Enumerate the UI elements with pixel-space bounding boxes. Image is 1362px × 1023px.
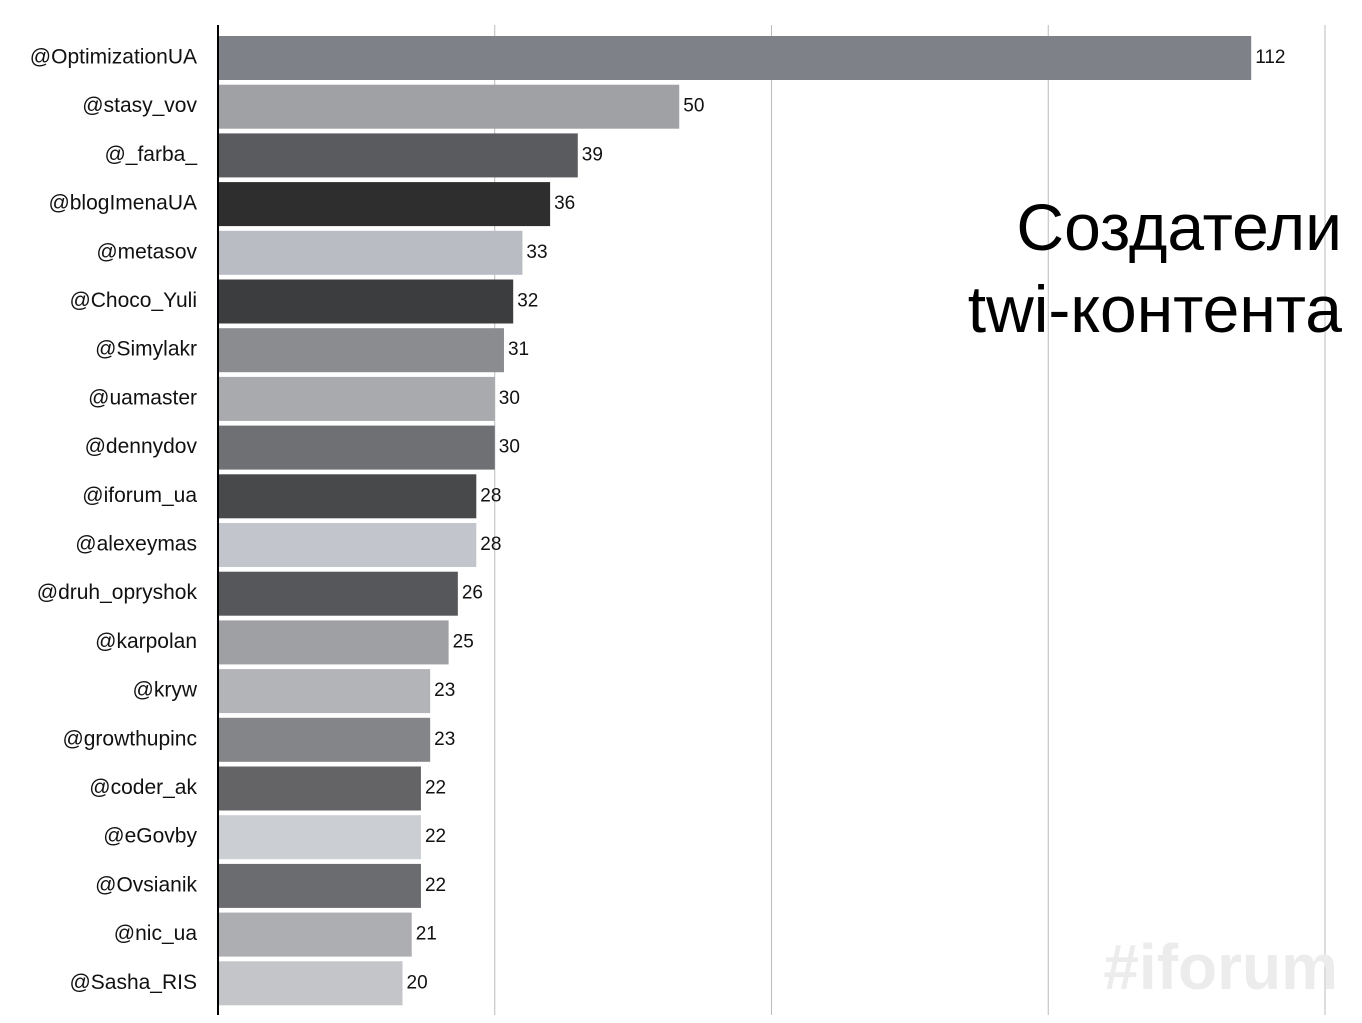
chart-title: Создатели twi-контента — [967, 190, 1342, 346]
bar — [218, 863, 421, 908]
value-label: 22 — [425, 875, 446, 896]
bar — [218, 36, 1252, 80]
y-tick-label: @uamaster — [88, 386, 197, 409]
bar — [218, 766, 421, 811]
bar — [218, 182, 551, 227]
y-tick-label: @nic_ua — [114, 922, 198, 945]
y-tick-label: @druh_opryshok — [37, 581, 198, 604]
y-tick-label: @eGovby — [103, 825, 197, 848]
value-label: 33 — [526, 242, 547, 263]
value-label: 36 — [554, 193, 575, 214]
value-label: 28 — [480, 534, 501, 555]
y-tick-label: @kryw — [133, 679, 198, 702]
bar — [218, 474, 477, 519]
value-label: 23 — [434, 729, 455, 750]
bar — [218, 133, 578, 178]
value-label: 25 — [453, 631, 474, 652]
bar — [218, 523, 477, 567]
y-tick-label: @OptimizationUA — [30, 46, 197, 69]
y-tick-label: @Ovsianik — [95, 873, 197, 896]
bar — [218, 425, 495, 470]
y-tick-label: @stasy_vov — [82, 94, 197, 117]
value-label: 22 — [425, 778, 446, 799]
y-tick-label: @alexeymas — [75, 533, 197, 556]
value-label: 31 — [508, 339, 529, 360]
y-tick-label: @blogImenaUA — [48, 192, 197, 215]
value-label: 20 — [407, 972, 428, 993]
bar — [218, 376, 495, 421]
bar — [218, 912, 412, 957]
y-tick-label: @karpolan — [95, 630, 197, 653]
y-tick-label: @iforum_ua — [82, 484, 197, 507]
value-label: 26 — [462, 583, 483, 604]
bar — [218, 571, 458, 616]
value-label: 21 — [416, 924, 437, 945]
bar — [218, 815, 421, 860]
value-label: 112 — [1255, 47, 1285, 68]
value-label: 32 — [517, 291, 538, 312]
y-tick-label: @_farba_ — [104, 143, 197, 166]
bar — [218, 620, 449, 665]
bar — [218, 328, 504, 373]
value-label: 50 — [683, 96, 704, 117]
bar — [218, 84, 680, 129]
value-label: 30 — [499, 388, 520, 409]
value-label: 28 — [480, 485, 501, 506]
watermark: #iforum — [1103, 931, 1338, 1003]
value-label: 30 — [499, 437, 520, 458]
value-label: 23 — [434, 680, 455, 701]
y-tick-label: @growthupinc — [62, 727, 197, 750]
y-tick-label: @Sasha_RIS — [69, 971, 197, 994]
bar — [218, 279, 514, 324]
y-tick-label: @Choco_Yuli — [69, 289, 197, 312]
bar — [218, 717, 431, 762]
bar — [218, 669, 431, 714]
y-tick-label: @coder_ak — [89, 776, 197, 799]
y-tick-label: @Simylakr — [95, 338, 197, 361]
value-label: 22 — [425, 826, 446, 847]
bar — [218, 230, 523, 275]
y-tick-label: @metasov — [96, 240, 197, 263]
value-label: 39 — [582, 144, 603, 165]
y-tick-label: @dennydov — [85, 435, 198, 458]
bar — [218, 961, 403, 1006]
